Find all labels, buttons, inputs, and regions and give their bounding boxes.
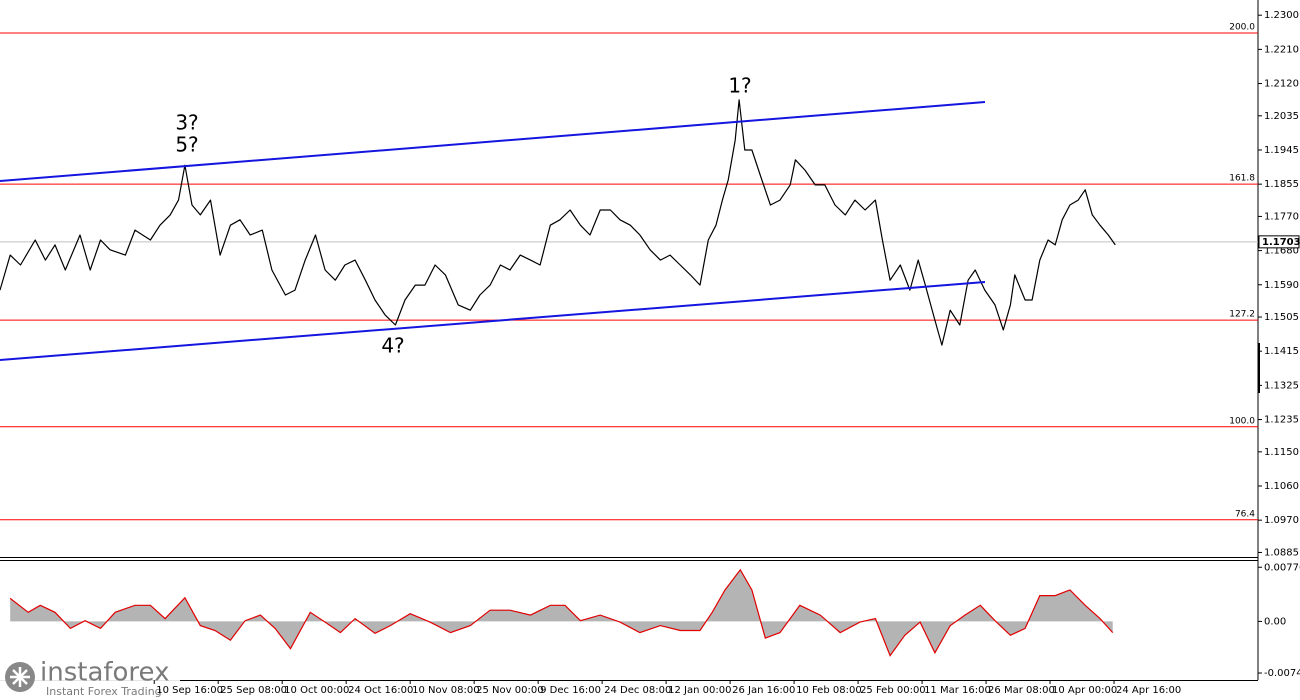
trend-line bbox=[0, 281, 986, 361]
x-tick-label: 12 Jan 00:00 bbox=[668, 685, 731, 696]
watermark: instaforex Instant Forex Trading bbox=[0, 655, 180, 700]
x-tick-label: 24 Apr 16:00 bbox=[1116, 685, 1181, 696]
fib-label: 200.0 bbox=[1229, 23, 1255, 33]
oscillator-panel: -0.0074 0.00 0.00776 bbox=[9, 562, 1300, 679]
wave-label: 5? bbox=[175, 133, 198, 157]
last-price-label: 1.1703 bbox=[1262, 237, 1300, 248]
y-tick-label: 1.1770 bbox=[1264, 211, 1299, 222]
fib-label: 127.2 bbox=[1229, 310, 1255, 320]
y-tick-label: 1.1855 bbox=[1264, 179, 1299, 190]
x-tick-label: 26 Jan 16:00 bbox=[732, 685, 795, 696]
x-tick-label: 10 Apr 00:00 bbox=[1052, 685, 1117, 696]
y-tick-label: 1.1945 bbox=[1264, 145, 1299, 156]
x-tick-label: 26 Mar 08:00 bbox=[988, 685, 1055, 696]
y-tick-label: 1.1505 bbox=[1264, 312, 1299, 323]
price-line bbox=[0, 99, 1116, 346]
x-tick-label: 24 Dec 08:00 bbox=[604, 685, 671, 696]
x-tick-label: 24 Oct 16:00 bbox=[348, 685, 413, 696]
x-tick-label: 10 Sep 16:00 bbox=[156, 685, 223, 696]
fib-label: 100.0 bbox=[1229, 416, 1255, 426]
fib-label: 76.4 bbox=[1235, 509, 1255, 519]
wave-label: 4? bbox=[381, 334, 404, 358]
y-tick-label: 1.1235 bbox=[1264, 415, 1299, 426]
y-tick-label: -0.0074 bbox=[1264, 668, 1300, 679]
wave-label: 3? bbox=[175, 111, 198, 135]
y-tick-label: 1.1325 bbox=[1264, 380, 1299, 391]
x-tick-label: 10 Nov 08:00 bbox=[412, 685, 479, 696]
x-tick-label: 9 Dec 16:00 bbox=[540, 685, 601, 696]
x-tick-label: 25 Sep 08:00 bbox=[220, 685, 287, 696]
tagline: Instant Forex Trading bbox=[46, 685, 162, 698]
brand: instaforex bbox=[40, 658, 169, 688]
x-tick-label: 25 Feb 00:00 bbox=[860, 685, 926, 696]
x-tick-label: 25 Nov 00:00 bbox=[476, 685, 543, 696]
logo-mark bbox=[10, 667, 30, 687]
y-tick-label: 1.2300 bbox=[1264, 10, 1299, 21]
last-price-box bbox=[1258, 235, 1300, 249]
y-tick-label: 1.1590 bbox=[1264, 280, 1299, 291]
y-tick-label: 1.1415 bbox=[1264, 346, 1299, 357]
y-tick-label: 1.2120 bbox=[1264, 79, 1299, 90]
y-tick-label: 1.0885 bbox=[1264, 547, 1299, 558]
y-tick-label: 1.2035 bbox=[1264, 111, 1299, 122]
price-panel: 200.0 161.8 127.2 100.0 76.4 1.2300 1.2210 1.21… bbox=[0, 10, 1300, 558]
y-tick-label: 1.2210 bbox=[1264, 44, 1299, 55]
y-tick-label: 1.1680 bbox=[1264, 246, 1299, 257]
wave-label: 1? bbox=[728, 74, 751, 98]
x-tick-label: 11 Mar 16:00 bbox=[924, 685, 991, 696]
y-tick-label: 1.1150 bbox=[1264, 447, 1299, 458]
oscillator-signal bbox=[9, 568, 1114, 657]
trend-line bbox=[0, 101, 986, 182]
y-tick-label: 0.00776 bbox=[1264, 562, 1300, 573]
y-tick-label: 0.00 bbox=[1264, 616, 1286, 627]
y-tick-label: 1.0970 bbox=[1264, 515, 1299, 526]
x-tick-label: 10 Feb 08:00 bbox=[796, 685, 862, 696]
y-tick-label: 1.1060 bbox=[1264, 481, 1299, 492]
oscillator-histogram bbox=[10, 569, 1113, 656]
x-tick-label: 10 Oct 00:00 bbox=[284, 685, 349, 696]
fib-label: 161.8 bbox=[1229, 174, 1255, 184]
